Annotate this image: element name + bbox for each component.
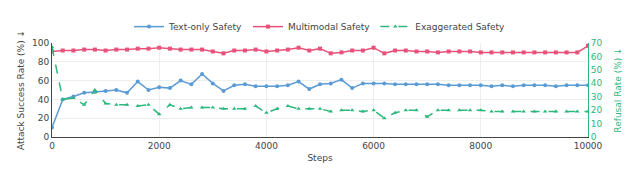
svg-text:40: 40 [591, 78, 603, 88]
svg-text:Steps: Steps [307, 153, 332, 163]
svg-text:0: 0 [591, 132, 597, 142]
svg-text:70: 70 [591, 38, 603, 48]
svg-text:100: 100 [32, 38, 49, 48]
svg-text:60: 60 [591, 52, 603, 62]
svg-text:50: 50 [591, 65, 603, 75]
svg-text:40: 40 [38, 95, 50, 105]
svg-text:0: 0 [43, 132, 49, 142]
svg-text:0: 0 [49, 141, 55, 151]
svg-text:Multimodal Safety: Multimodal Safety [288, 22, 370, 32]
svg-text:Refusal Rate (%) ↓: Refusal Rate (%) ↓ [613, 47, 623, 132]
svg-text:8000: 8000 [469, 141, 492, 151]
svg-text:60: 60 [38, 76, 50, 86]
svg-text:Attack Success Rate (%) ↓: Attack Success Rate (%) ↓ [16, 30, 26, 150]
svg-text:30: 30 [591, 92, 603, 102]
svg-text:10000: 10000 [574, 141, 603, 151]
svg-text:10: 10 [591, 119, 603, 129]
svg-text:20: 20 [591, 105, 603, 115]
svg-text:20: 20 [38, 113, 50, 123]
svg-text:80: 80 [38, 57, 50, 67]
svg-text:Text-only Safety: Text-only Safety [168, 22, 242, 32]
svg-text:2000: 2000 [148, 141, 171, 151]
svg-text:Exaggerated Safety: Exaggerated Safety [415, 22, 505, 32]
svg-text:4000: 4000 [255, 141, 278, 151]
svg-text:6000: 6000 [362, 141, 385, 151]
